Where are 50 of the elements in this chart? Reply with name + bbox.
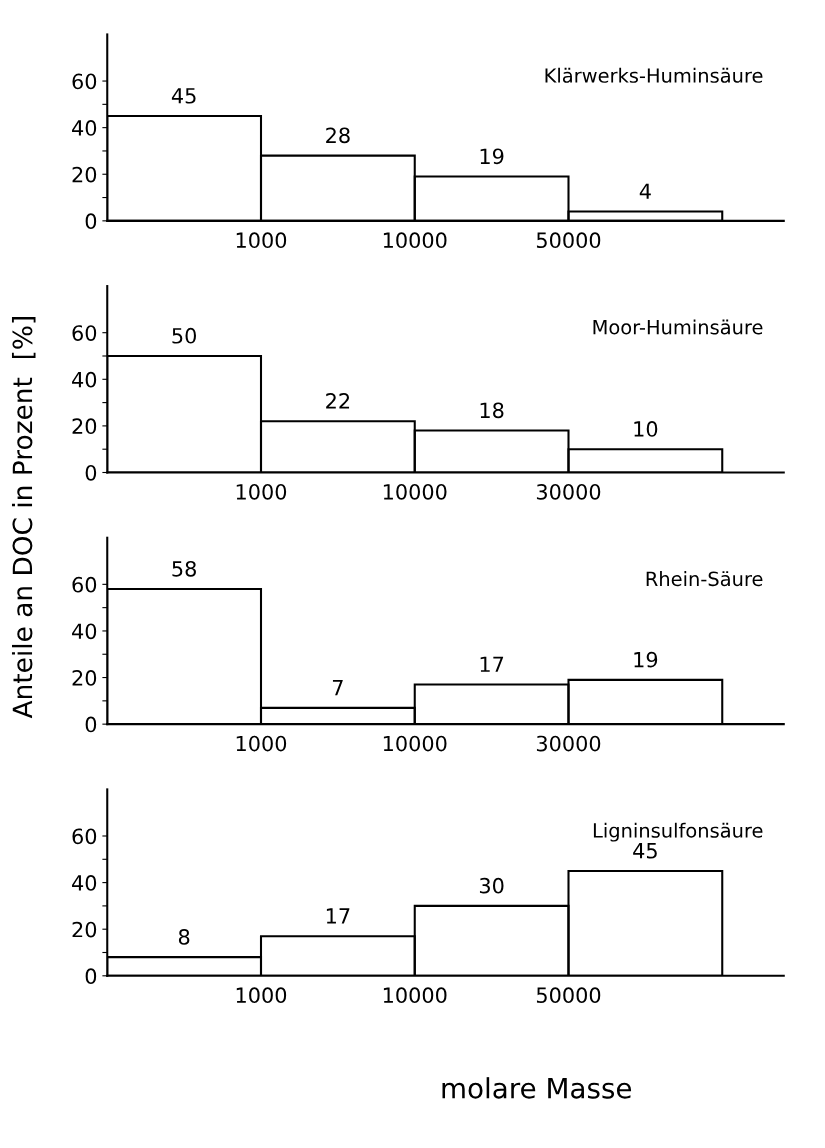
data-label: 10 [634,421,658,437]
text: 10000 [383,483,447,500]
y-tick-label: 20 [72,418,97,435]
data-label: 7 [332,679,343,696]
data-label: 17 [326,908,350,924]
text: 10000 [383,232,447,249]
text: 30000 [536,735,601,752]
data-label: 50 [172,327,196,344]
y-tick-label: 0 [85,213,97,230]
y-tick-label: 0 [85,968,97,985]
y-axis-title: Anteile an DOC in Prozent [%] [11,316,36,719]
text: 50000 [536,987,601,1004]
y-tick-label: 20 [72,921,97,938]
text: Moor-Huminsäure [593,319,763,335]
y-tick-label: 40 [72,623,97,640]
y-tick-label: 60 [72,576,97,593]
y-tick-label: 0 [85,464,97,481]
text: Rhein-Säure [646,571,763,587]
text: 30000 [536,483,601,500]
y-tick-label: 20 [72,670,97,686]
text: 1000 [236,735,287,752]
y-tick-label: 40 [72,120,97,136]
y-tick-label: 60 [72,828,97,845]
data-label: 17 [480,656,504,672]
text: 1000 [236,987,287,1004]
text: 50000 [536,232,601,249]
text: Klärwerks-Huminsäure [545,67,763,83]
text: Ligninsulfonsäure [593,822,763,842]
data-label: 18 [480,402,504,419]
data-label: 22 [326,393,350,409]
data-label: 30 [479,877,504,894]
data-label: 8 [178,929,190,945]
y-tick-label: 40 [72,371,97,388]
text: 1000 [236,483,287,500]
y-tick-label: 60 [72,325,97,341]
data-label: 28 [326,127,350,144]
y-tick-label: 20 [72,166,97,183]
data-label: 19 [480,148,504,165]
y-tick-label: 60 [72,73,97,90]
text: 10000 [383,987,447,1004]
x-axis-title: molare Masse [442,1077,632,1099]
data-label: 45 [633,843,657,859]
text: 10000 [383,735,447,752]
y-tick-label: 0 [85,716,97,733]
data-label: 45 [171,88,196,104]
data-label: 58 [172,560,196,577]
data-label: 4 [639,183,651,199]
y-tick-label: 40 [72,875,97,891]
data-label: 19 [634,651,658,668]
text: 1000 [236,232,287,249]
